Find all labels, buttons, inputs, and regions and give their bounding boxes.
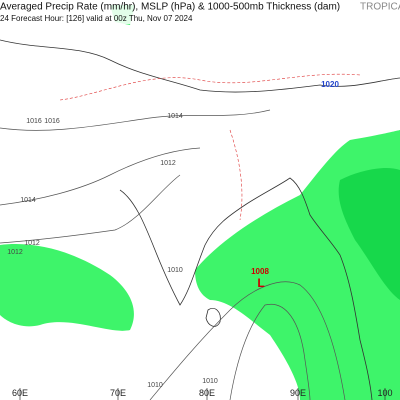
isobar-label: 1016	[44, 118, 60, 125]
isobar-label: 1010	[167, 267, 183, 274]
thickness-line	[229, 129, 243, 221]
isobar-label: 1012	[160, 160, 176, 167]
isobar-label: 1010	[147, 382, 163, 389]
isobar	[0, 174, 181, 244]
header-badge: TROPICAL	[360, 2, 400, 13]
isobar-label: 1014	[20, 197, 36, 204]
header-title: Averaged Precip Rate (mm/hr), MSLP (hPa)…	[0, 2, 340, 13]
low-pressure-symbol: L	[257, 276, 264, 290]
low-pressure-value: 1008	[251, 267, 269, 276]
isobar	[0, 147, 201, 206]
longitude-label: 70E	[110, 388, 126, 398]
isobar	[149, 281, 346, 400]
longitude-label: 60E	[12, 388, 28, 398]
longitude-label: 90E	[290, 388, 306, 398]
header-band	[0, 0, 400, 24]
coastline	[119, 177, 373, 400]
isobar-label: 1016	[26, 118, 42, 125]
isobar-label: 1012	[7, 249, 23, 256]
precip-core	[338, 168, 400, 300]
isobar-label: 1010	[202, 378, 218, 385]
thickness-line	[59, 73, 361, 101]
header-subtitle: 24 Forecast Hour: [126] valid at 00z Thu…	[0, 14, 193, 23]
precip-area	[0, 244, 134, 331]
isobar	[0, 109, 271, 131]
border	[0, 39, 400, 93]
coastline	[205, 307, 221, 327]
isobar-label: 1020	[321, 80, 339, 89]
isobar-label: 1014	[167, 113, 183, 120]
isobar-label: 1012	[24, 240, 40, 247]
longitude-label: 80E	[199, 388, 215, 398]
longitude-label: 100	[377, 388, 392, 398]
isobar	[229, 303, 311, 400]
